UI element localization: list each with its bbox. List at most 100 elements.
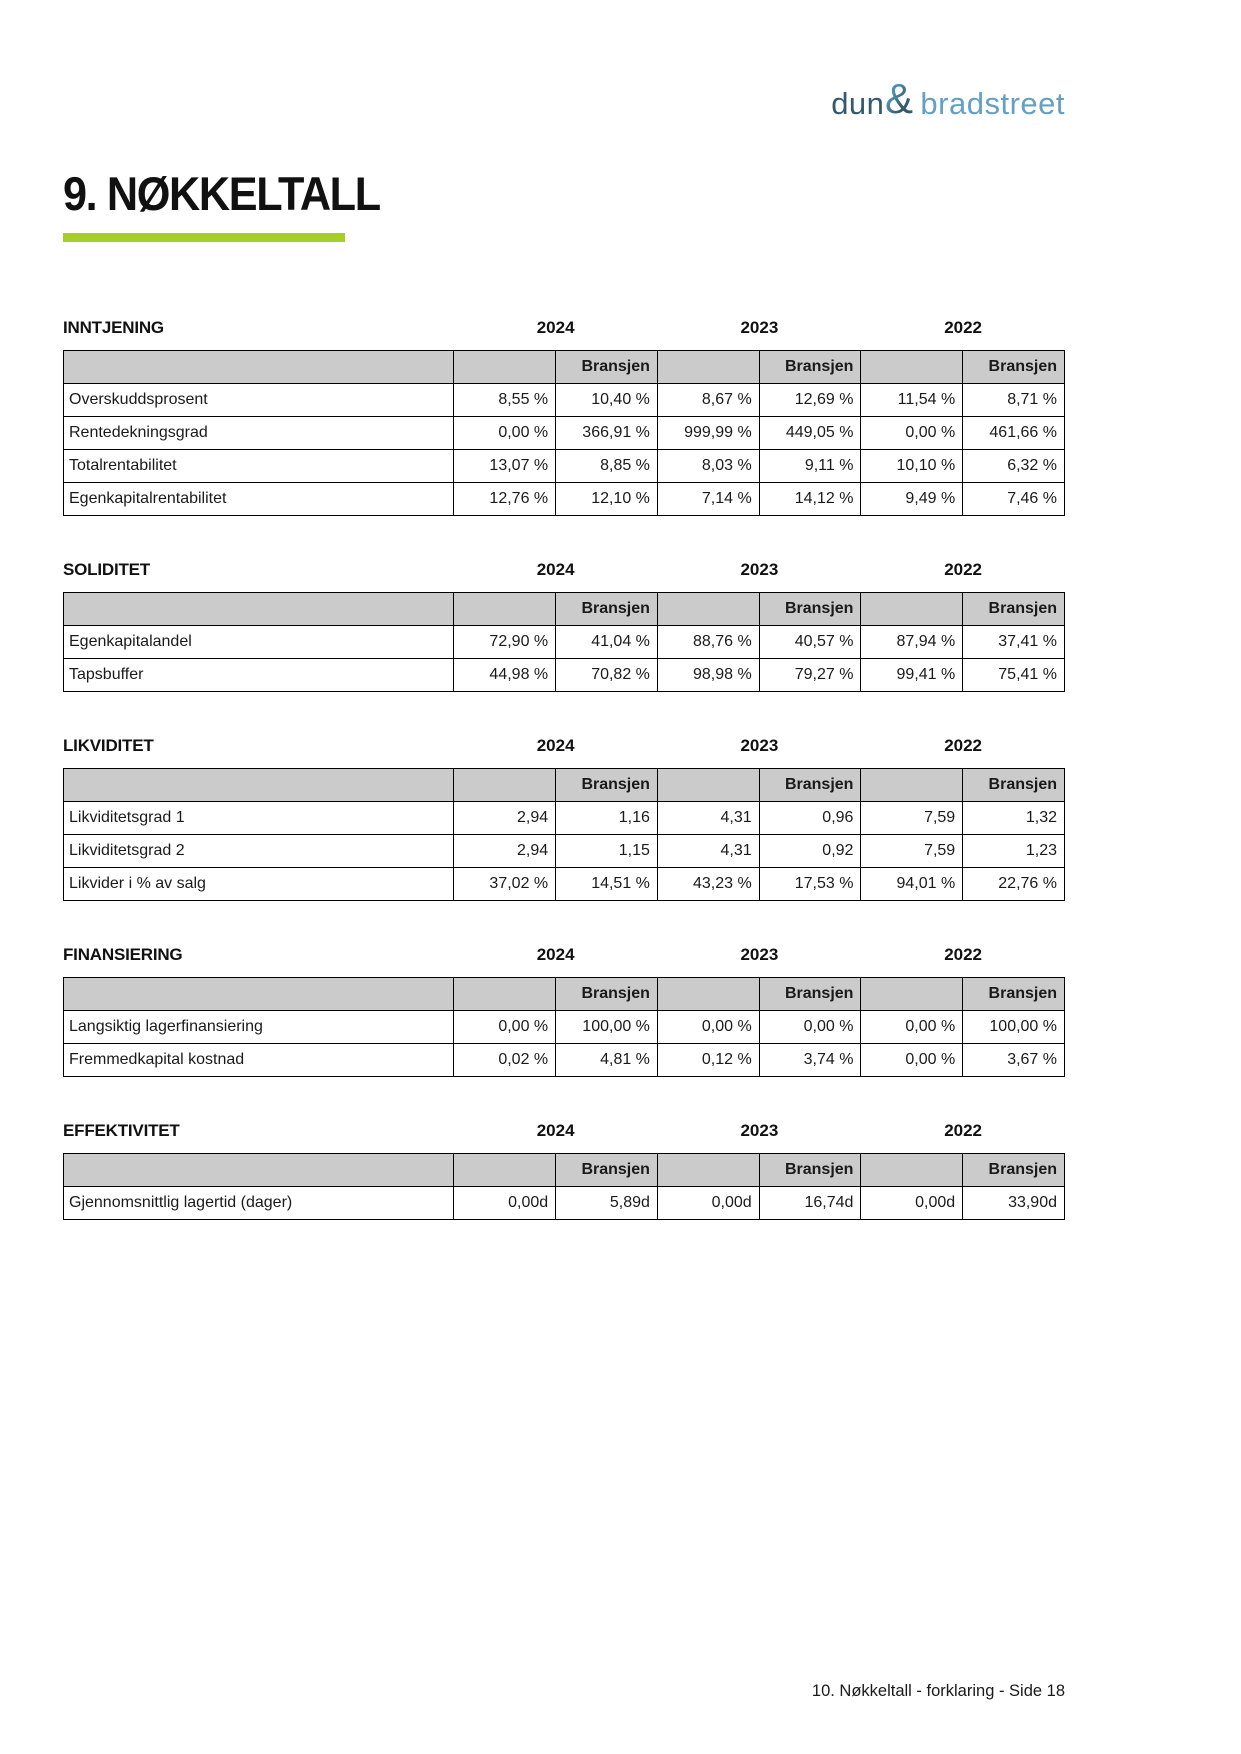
sections: INNTJENING 2024 2023 2022 Bransjen Bransjen…: [62, 318, 1065, 1264]
row-label: Egenkapitalrentabilitet: [62, 482, 455, 516]
kpi-table-body: Bransjen Bransjen Bransjen Langsiktig lager…: [62, 977, 1065, 1077]
header-value-cell: [453, 768, 557, 802]
table-header-row: Bransjen Bransjen Bransjen: [62, 977, 1065, 1011]
kpi-table: Bransjen Bransjen Bransjen Gjennomsnittlig …: [62, 1153, 1065, 1220]
row-value: 0,12 %: [656, 1043, 760, 1077]
year-label: 2024: [536, 318, 575, 337]
header-label-cell: [62, 977, 455, 1011]
year-label: 2023: [740, 736, 779, 755]
row-value: 4,31: [656, 834, 760, 868]
row-value: 44,98 %: [453, 658, 557, 692]
row-value: 98,98 %: [656, 658, 760, 692]
kpi-table-body: Bransjen Bransjen Bransjen Likviditetsgrad …: [62, 768, 1065, 901]
row-value: 7,59: [860, 801, 964, 835]
row-value: 999,99 %: [656, 416, 760, 450]
table-row: Egenkapitalandel 72,90 % 41,04 % 88,76 % 40,…: [62, 625, 1065, 659]
row-value: 0,00 %: [860, 1043, 964, 1077]
table-header-row: Bransjen Bransjen Bransjen: [62, 1153, 1065, 1187]
kpi-table: Bransjen Bransjen Bransjen Overskuddsprosen…: [62, 350, 1065, 516]
header-value-cell: [656, 592, 760, 626]
row-label: Rentedekningsgrad: [62, 416, 455, 450]
row-value: 37,41 %: [962, 625, 1065, 659]
header-bransjen-cell: Bransjen: [962, 592, 1065, 626]
row-label: Gjennomsnittlig lagertid (dager): [62, 1186, 455, 1220]
table-row: Likviditetsgrad 2 2,94 1,15 4,31 0,92 7,59 1,2…: [62, 834, 1065, 868]
header-value-cell: [453, 592, 557, 626]
row-label: Likvider i % av salg: [62, 867, 455, 901]
year-label: 2023: [740, 560, 779, 579]
row-value: 0,96: [758, 801, 862, 835]
year-label: 2023: [740, 318, 779, 337]
row-value: 0,00d: [860, 1186, 964, 1220]
row-value: 0,92: [758, 834, 862, 868]
row-label: Fremmedkapital kostnad: [62, 1043, 455, 1077]
year-label: 2023: [740, 1121, 779, 1140]
row-value: 12,76 %: [453, 482, 557, 516]
header-value-cell: [860, 592, 964, 626]
kpi-table: Bransjen Bransjen Bransjen Langsiktig lager…: [62, 977, 1065, 1077]
table-row: Tapsbuffer 44,98 % 70,82 % 98,98 % 79,27 % 99…: [62, 658, 1065, 692]
header-value-cell: [453, 1153, 557, 1187]
row-value: 16,74d: [758, 1186, 862, 1220]
row-value: 4,81 %: [555, 1043, 658, 1077]
table-header-row: Bransjen Bransjen Bransjen: [62, 768, 1065, 802]
row-value: 22,76 %: [962, 867, 1065, 901]
row-value: 8,55 %: [453, 383, 557, 417]
row-value: 8,03 %: [656, 449, 760, 483]
header-bransjen-cell: Bransjen: [758, 592, 862, 626]
row-value: 100,00 %: [555, 1010, 658, 1044]
row-value: 41,04 %: [555, 625, 658, 659]
row-value: 0,02 %: [453, 1043, 557, 1077]
row-value: 10,40 %: [555, 383, 658, 417]
header-bransjen-cell: Bransjen: [555, 768, 658, 802]
kpi-table-body: Bransjen Bransjen Bransjen Gjennomsnittlig …: [62, 1153, 1065, 1220]
header-label-cell: [62, 592, 455, 626]
header-bransjen-cell: Bransjen: [962, 1153, 1065, 1187]
row-value: 13,07 %: [453, 449, 557, 483]
row-value: 37,02 %: [453, 867, 557, 901]
header-value-cell: [860, 977, 964, 1011]
row-value: 40,57 %: [758, 625, 862, 659]
kpi-section: LIKVIDITET 2024 2023 2022 Bransjen Bransjen…: [62, 736, 1065, 901]
row-value: 1,16: [555, 801, 658, 835]
row-value: 7,14 %: [656, 482, 760, 516]
row-value: 1,23: [962, 834, 1065, 868]
row-value: 33,90d: [962, 1186, 1065, 1220]
section-title: INNTJENING: [63, 318, 164, 337]
row-value: 79,27 %: [758, 658, 862, 692]
section-head: INNTJENING 2024 2023 2022: [63, 318, 1065, 338]
row-value: 3,67 %: [962, 1043, 1065, 1077]
row-label: Totalrentabilitet: [62, 449, 455, 483]
row-value: 43,23 %: [656, 867, 760, 901]
row-value: 449,05 %: [758, 416, 862, 450]
table-header-row: Bransjen Bransjen Bransjen: [62, 350, 1065, 384]
section-head: FINANSIERING 2024 2023 2022: [63, 945, 1065, 965]
row-value: 72,90 %: [453, 625, 557, 659]
header-value-cell: [656, 1153, 760, 1187]
header-bransjen-cell: Bransjen: [758, 768, 862, 802]
row-value: 12,10 %: [555, 482, 658, 516]
row-value: 11,54 %: [860, 383, 964, 417]
section-title: SOLIDITET: [63, 560, 150, 579]
section-head: SOLIDITET 2024 2023 2022: [63, 560, 1065, 580]
row-value: 0,00 %: [860, 1010, 964, 1044]
year-label: 2024: [536, 1121, 575, 1140]
header-value-cell: [656, 768, 760, 802]
kpi-table-body: Bransjen Bransjen Bransjen Overskuddsprosen…: [62, 350, 1065, 516]
row-label: Egenkapitalandel: [62, 625, 455, 659]
kpi-section: INNTJENING 2024 2023 2022 Bransjen Bransjen…: [62, 318, 1065, 516]
header-value-cell: [656, 977, 760, 1011]
row-label: Langsiktig lagerfinansiering: [62, 1010, 455, 1044]
row-value: 6,32 %: [962, 449, 1065, 483]
row-value: 70,82 %: [555, 658, 658, 692]
row-value: 0,00 %: [860, 416, 964, 450]
header-label-cell: [62, 350, 455, 384]
year-label: 2022: [944, 318, 983, 337]
row-value: 0,00d: [656, 1186, 760, 1220]
section-years: 2024 2023 2022: [454, 318, 1065, 338]
row-value: 9,49 %: [860, 482, 964, 516]
header-bransjen-cell: Bransjen: [555, 350, 658, 384]
header-bransjen-cell: Bransjen: [555, 1153, 658, 1187]
row-value: 9,11 %: [758, 449, 862, 483]
row-value: 7,46 %: [962, 482, 1065, 516]
